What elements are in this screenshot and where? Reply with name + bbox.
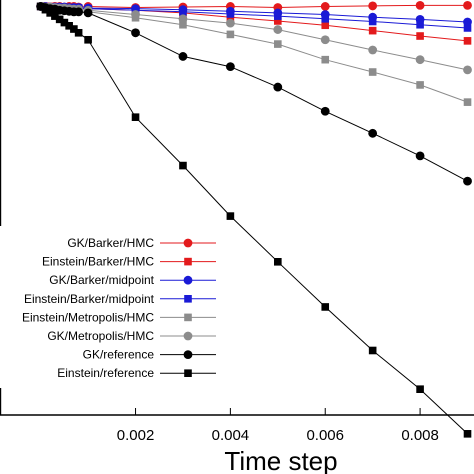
data-point xyxy=(321,303,330,311)
data-point xyxy=(226,30,235,39)
data-point xyxy=(70,25,78,33)
data-point xyxy=(320,106,330,116)
x-axis-title: Time step xyxy=(224,446,337,474)
legend-label: GK/reference xyxy=(83,348,155,362)
legend-item: GK/Barker/HMC xyxy=(67,236,216,250)
data-point xyxy=(416,81,424,89)
data-point xyxy=(225,18,235,28)
data-point xyxy=(60,18,69,27)
data-point xyxy=(321,15,330,23)
data-point xyxy=(463,0,472,10)
data-point xyxy=(273,82,283,92)
legend-label: Einstein/Metropolis/HMC xyxy=(22,310,154,324)
legend-item: Einstein/Barker/HMC xyxy=(42,255,216,269)
data-point xyxy=(368,26,377,35)
legend-label: GK/Metropolis/HMC xyxy=(47,329,154,343)
data-point xyxy=(415,0,425,10)
legend-marker xyxy=(183,238,193,248)
data-point xyxy=(46,9,54,17)
data-point xyxy=(368,17,377,26)
data-point xyxy=(74,28,83,37)
data-point xyxy=(463,24,472,32)
data-point xyxy=(463,430,472,438)
data-point xyxy=(463,98,472,106)
legend-box xyxy=(0,226,222,388)
legend: GK/Barker/HMC Einstein/Barker/HMC GK/Barke… xyxy=(0,226,222,388)
data-point xyxy=(463,176,472,186)
legend-item: Einstein/Barker/midpoint xyxy=(24,292,216,306)
data-point xyxy=(368,128,378,138)
legend-label: Einstein/Barker/midpoint xyxy=(24,292,155,306)
data-point xyxy=(463,37,472,45)
data-point xyxy=(83,8,93,18)
data-point xyxy=(74,7,84,17)
data-point xyxy=(178,52,188,61)
legend-marker xyxy=(183,275,193,285)
legend-marker xyxy=(184,295,192,303)
data-point xyxy=(36,2,45,11)
data-point xyxy=(226,10,235,18)
legend-label: GK/Barker/midpoint xyxy=(49,273,154,287)
legend-label: GK/Barker/HMC xyxy=(67,236,154,250)
data-point xyxy=(463,65,472,75)
data-point xyxy=(65,22,73,30)
data-point xyxy=(368,346,377,355)
data-point xyxy=(131,113,140,121)
x-tick-label: 0.004 xyxy=(212,427,250,444)
data-point xyxy=(131,28,140,38)
legend-marker xyxy=(184,313,192,322)
legend-marker xyxy=(184,369,192,377)
x-tick-label: 0.002 xyxy=(117,427,155,444)
data-point xyxy=(41,5,50,14)
data-point xyxy=(415,151,425,161)
data-point xyxy=(416,20,424,29)
data-point xyxy=(368,45,378,55)
data-point xyxy=(274,17,282,25)
legend-marker xyxy=(183,331,193,341)
data-point xyxy=(320,2,330,11)
legend-item: GK/Barker/midpoint xyxy=(49,273,216,287)
data-point xyxy=(179,20,187,29)
data-point xyxy=(179,161,187,170)
x-tick-label: 0.008 xyxy=(401,427,439,444)
data-point xyxy=(320,35,330,45)
legend-label: Einstein/reference xyxy=(57,366,154,380)
data-point xyxy=(178,14,188,24)
data-point xyxy=(84,35,92,44)
data-point xyxy=(321,55,330,64)
series-layer xyxy=(36,0,472,438)
data-point xyxy=(55,15,64,24)
data-point xyxy=(274,12,282,20)
data-point xyxy=(225,62,235,72)
axes-layer: 0.002 0.004 0.006 0.008 xyxy=(0,0,474,444)
data-point xyxy=(274,257,282,266)
data-point xyxy=(179,8,187,16)
data-point xyxy=(51,12,59,20)
legend-item: Einstein/reference xyxy=(57,366,216,380)
legend-marker xyxy=(183,350,193,359)
data-point xyxy=(368,68,377,76)
legend-marker xyxy=(184,257,192,266)
series-7 xyxy=(36,2,472,438)
data-point xyxy=(321,21,330,30)
x-tick-label: 0.006 xyxy=(306,427,344,444)
legend-item: GK/Metropolis/HMC xyxy=(47,329,216,343)
data-point xyxy=(368,1,378,11)
data-point xyxy=(274,40,282,48)
legend-label: Einstein/Barker/HMC xyxy=(42,255,154,269)
data-point xyxy=(415,55,425,65)
data-point xyxy=(131,10,140,19)
legend-item: GK/reference xyxy=(83,348,216,362)
data-point xyxy=(416,385,424,393)
data-point xyxy=(416,32,424,40)
legend-item: Einstein/Metropolis/HMC xyxy=(22,310,216,324)
data-point xyxy=(273,25,283,34)
data-point xyxy=(226,212,235,220)
